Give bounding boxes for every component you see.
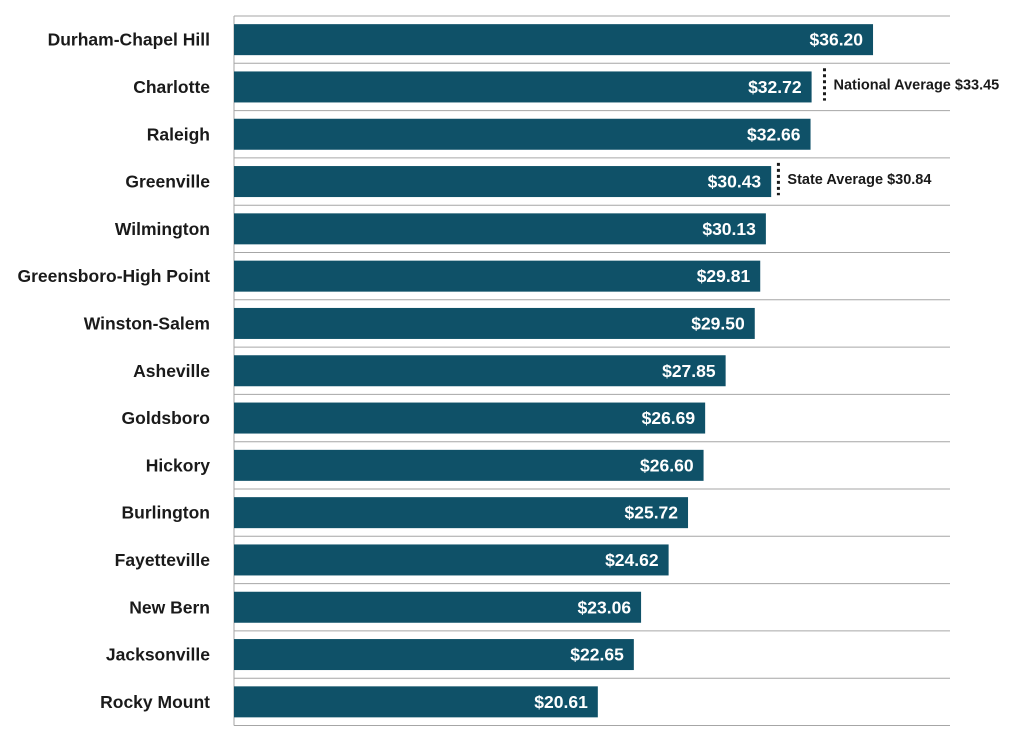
bar xyxy=(234,639,634,671)
bar xyxy=(234,355,726,387)
reference-label: State Average $30.84 xyxy=(787,172,931,188)
bar xyxy=(234,544,669,576)
category-label: Charlotte xyxy=(133,77,210,97)
bar xyxy=(234,497,689,529)
value-label: $26.60 xyxy=(640,455,694,475)
category-label: Asheville xyxy=(133,361,210,381)
category-label: Wilmington xyxy=(115,219,210,239)
category-label: Raleigh xyxy=(147,124,210,144)
category-label: Hickory xyxy=(146,455,210,475)
bar xyxy=(234,307,755,339)
category-label: Winston-Salem xyxy=(84,313,210,333)
value-label: $23.06 xyxy=(578,597,632,617)
value-label: $20.61 xyxy=(534,692,588,712)
bar xyxy=(234,166,772,198)
value-label: $27.85 xyxy=(662,361,716,381)
bar xyxy=(234,686,598,718)
value-label: $30.43 xyxy=(708,172,762,192)
category-label: Durham-Chapel Hill xyxy=(48,30,210,50)
value-label: $22.65 xyxy=(570,645,624,665)
category-label: Goldsboro xyxy=(122,408,210,428)
category-label: Rocky Mount xyxy=(100,692,210,712)
value-label: $26.69 xyxy=(642,408,696,428)
value-label: $25.72 xyxy=(625,503,679,523)
bar xyxy=(234,118,811,150)
bar xyxy=(234,24,874,56)
category-label: New Bern xyxy=(129,597,210,617)
value-label: $30.13 xyxy=(702,219,756,239)
category-label: Burlington xyxy=(122,503,210,523)
bar xyxy=(234,71,812,103)
bar xyxy=(234,449,704,481)
bar xyxy=(234,402,706,434)
bar xyxy=(234,213,766,245)
value-label: $29.50 xyxy=(691,313,745,333)
category-label: Greensboro-High Point xyxy=(18,266,211,286)
reference-lines: National Average $33.45 State Average $30… xyxy=(776,68,999,196)
category-label: Jacksonville xyxy=(106,645,210,665)
value-label: $24.62 xyxy=(605,550,659,570)
bar xyxy=(234,260,761,292)
category-labels: Durham-Chapel Hill Charlotte Raleigh Greenv… xyxy=(18,30,211,712)
value-label: $32.66 xyxy=(747,124,801,144)
reference-label: National Average $33.45 xyxy=(833,77,999,93)
bars: $36.20 $32.72 $32.66 $30.43 $30.13 $29.81 $29.… xyxy=(234,24,874,718)
value-label: $32.72 xyxy=(748,77,802,97)
category-label: Fayetteville xyxy=(115,550,211,570)
bar xyxy=(234,591,642,623)
value-label: $29.81 xyxy=(697,266,751,286)
category-label: Greenville xyxy=(125,172,210,192)
value-label: $36.20 xyxy=(810,30,864,50)
